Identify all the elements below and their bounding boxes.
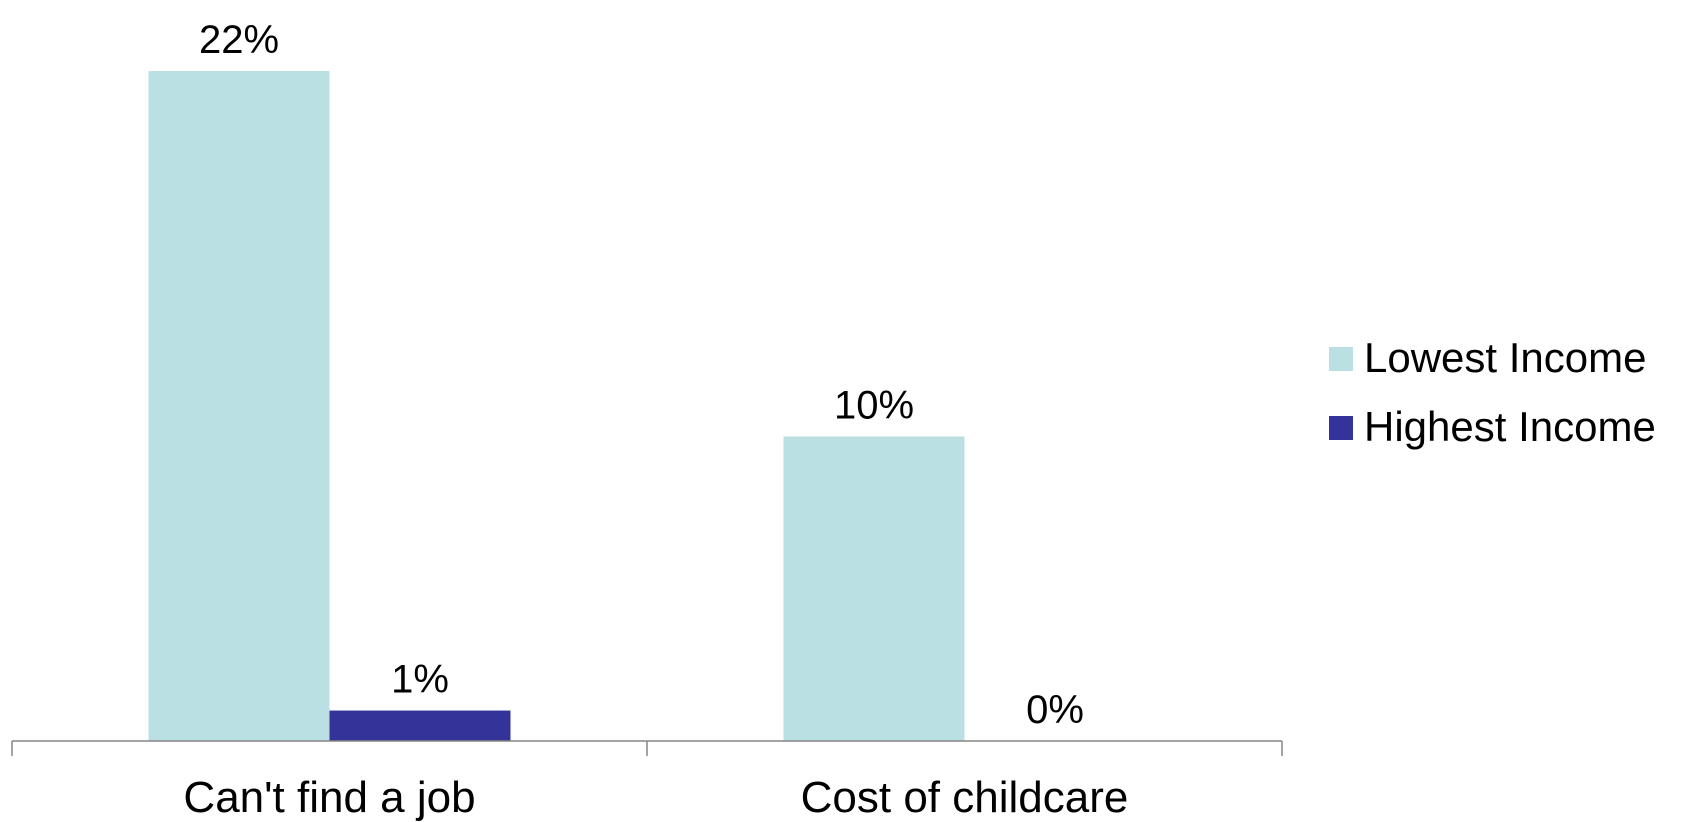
legend-swatch-highest bbox=[1329, 416, 1353, 440]
data-label: 0% bbox=[1026, 688, 1084, 732]
legend: Lowest Income Highest Income bbox=[1329, 334, 1656, 450]
bar-lowest-0 bbox=[148, 71, 330, 741]
data-label: 1% bbox=[391, 658, 449, 702]
legend-label-highest: Highest Income bbox=[1364, 403, 1656, 450]
data-label: 10% bbox=[834, 383, 914, 427]
x-tick-label: Can't find a job bbox=[183, 773, 475, 822]
data-label: 22% bbox=[199, 18, 279, 62]
bar-lowest-1 bbox=[783, 436, 965, 741]
x-tick-label: Cost of childcare bbox=[801, 773, 1129, 822]
bar-highest-0 bbox=[329, 710, 511, 741]
legend-swatch-lowest bbox=[1329, 347, 1353, 371]
plot-area: 22% 1% Can't find a job 10% 0% Cost of childc… bbox=[11, 18, 1283, 822]
legend-label-lowest: Lowest Income bbox=[1364, 334, 1646, 381]
